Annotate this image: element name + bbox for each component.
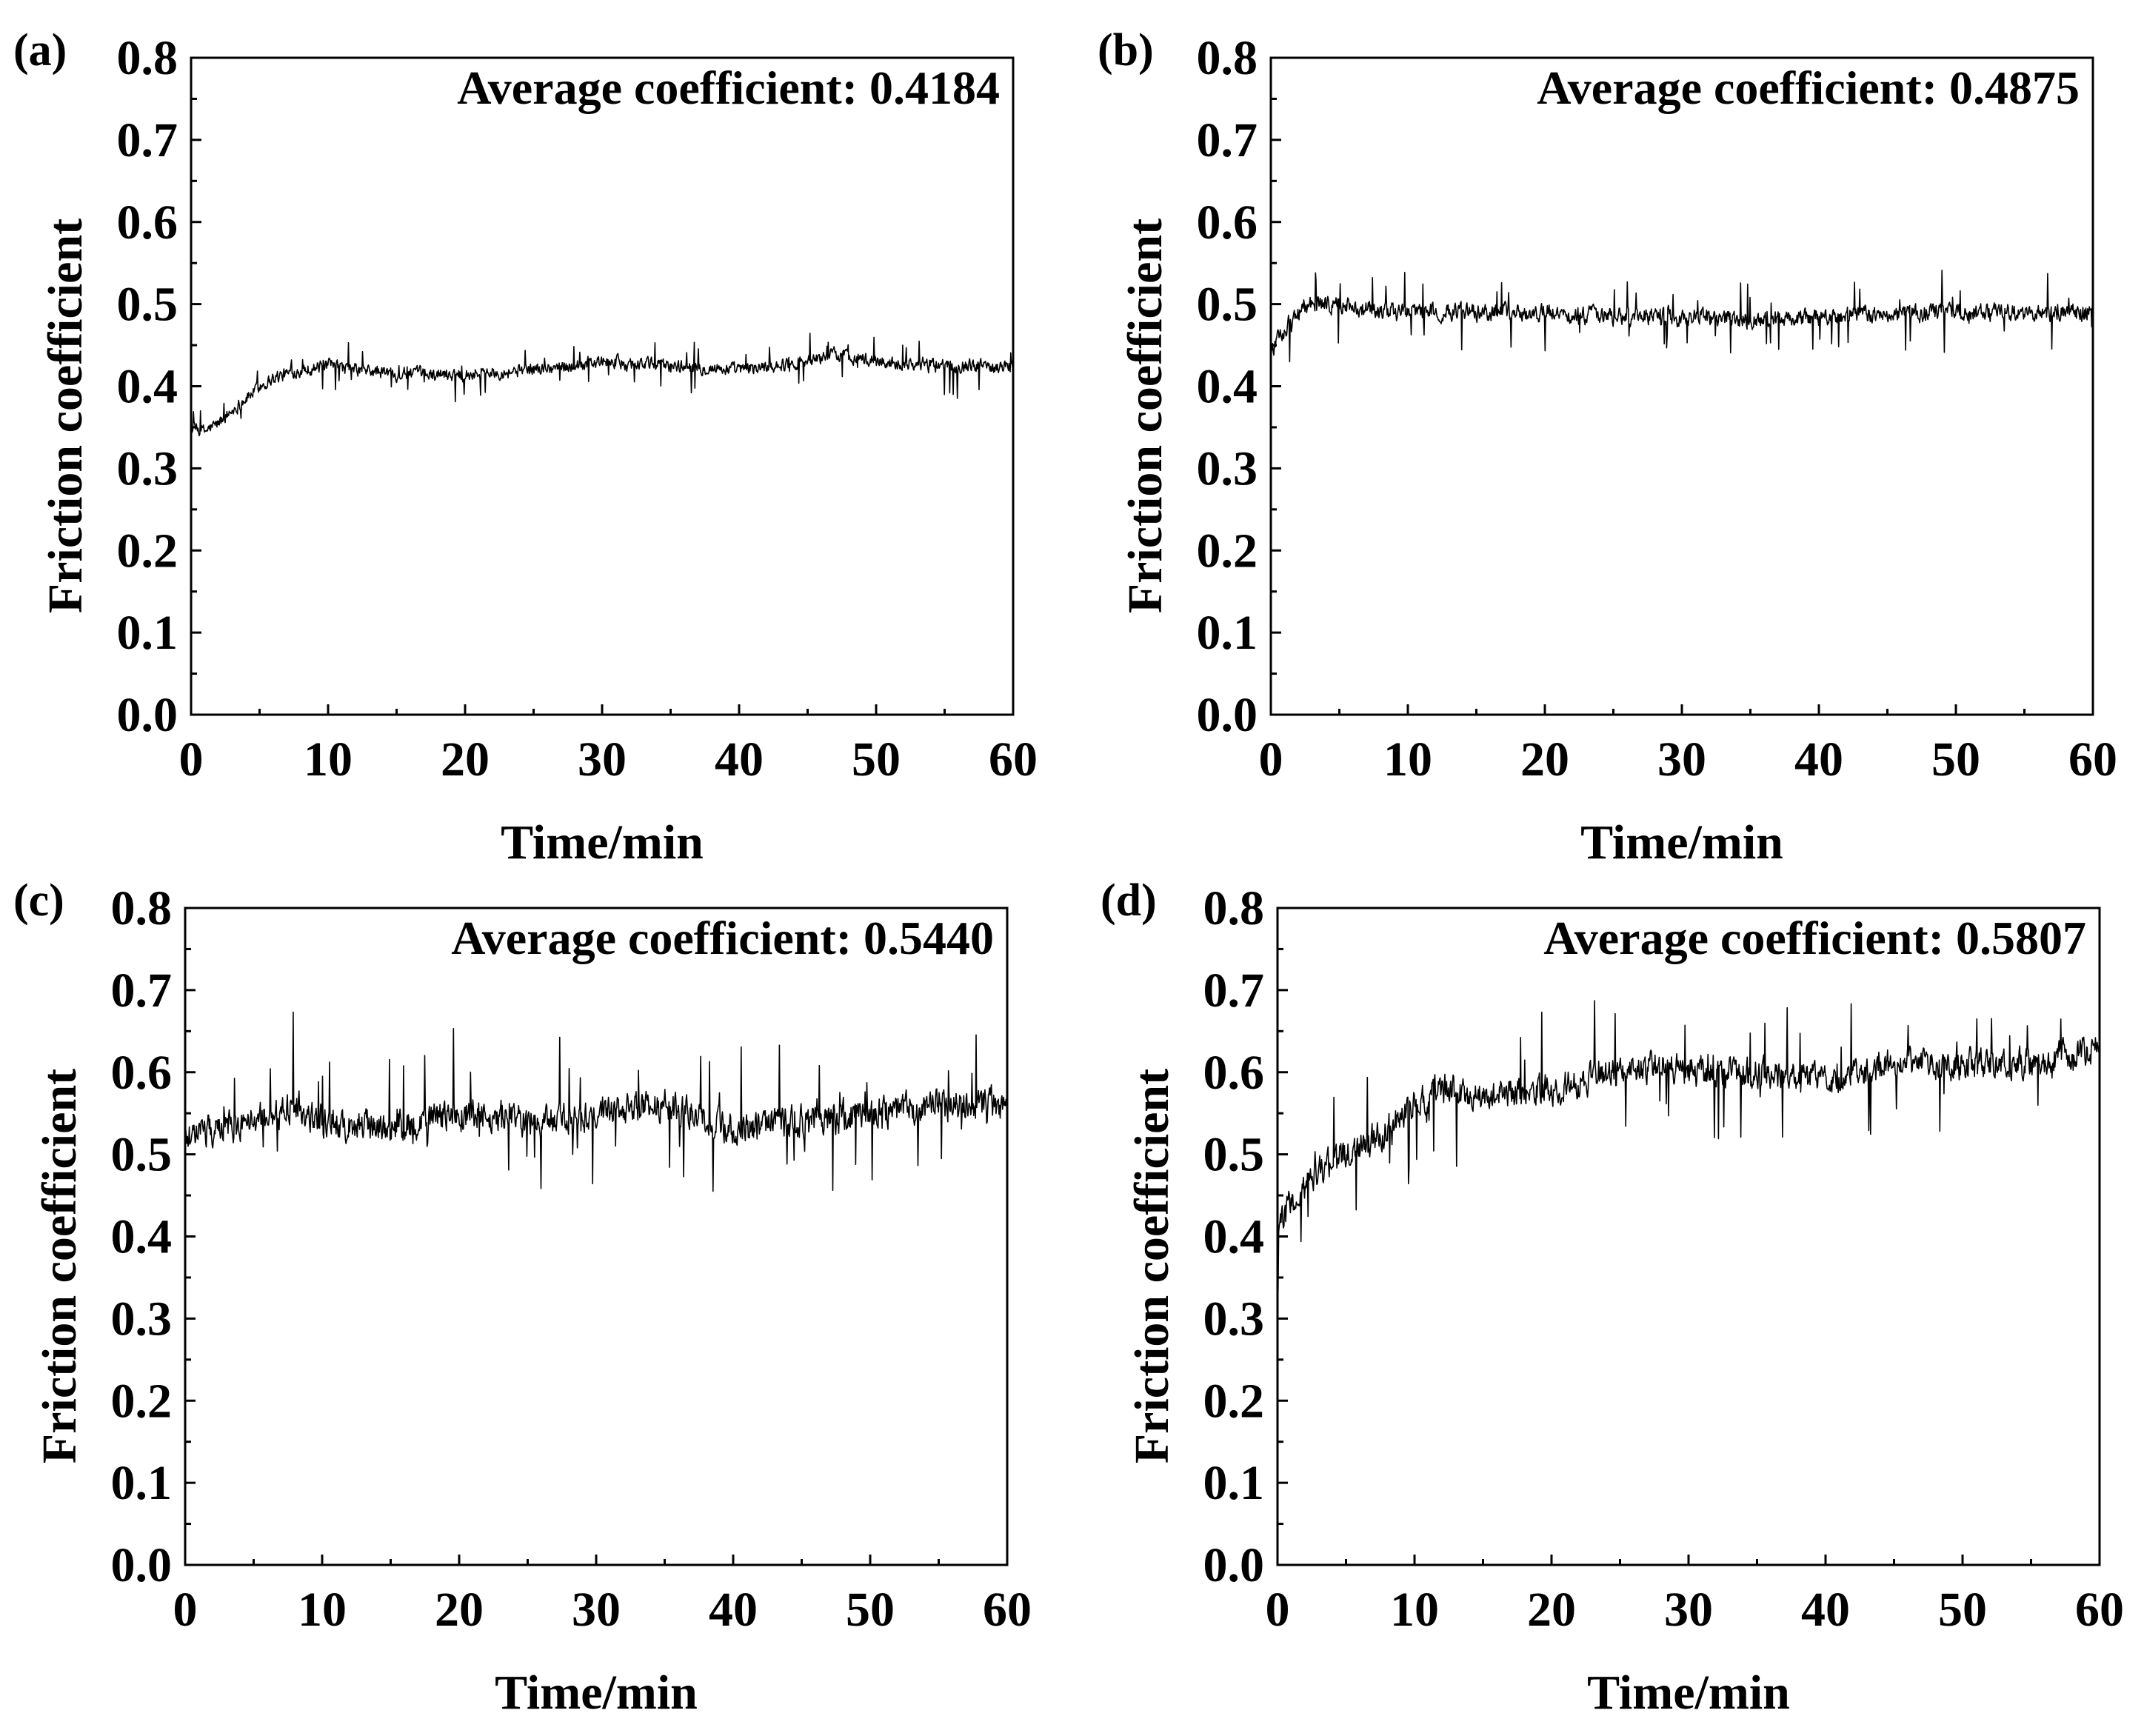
y-tick-label: 0.3 bbox=[117, 441, 178, 495]
y-tick-label: 0.6 bbox=[111, 1046, 173, 1100]
y-tick-label: 0.8 bbox=[1197, 31, 1258, 85]
y-axis-title: Friction coefficient bbox=[1118, 218, 1172, 613]
x-tick-label: 20 bbox=[1520, 732, 1569, 787]
friction-series-line bbox=[190, 333, 1014, 437]
y-tick-label: 0.7 bbox=[111, 964, 173, 1018]
y-tick-label: 0.7 bbox=[1197, 113, 1258, 167]
x-tick-label: 30 bbox=[1657, 732, 1706, 787]
x-tick-label: 20 bbox=[435, 1583, 484, 1637]
x-tick-label: 60 bbox=[983, 1583, 1032, 1637]
y-tick-label: 0.3 bbox=[1203, 1292, 1265, 1346]
y-axis-title: Friction coefficient bbox=[39, 218, 93, 613]
y-axis-title: Friction coefficient bbox=[33, 1069, 87, 1463]
y-tick-label: 0.6 bbox=[117, 196, 178, 250]
plot-frame bbox=[184, 907, 1009, 1566]
x-tick-label: 0 bbox=[173, 1583, 198, 1637]
chart-panel-d: 0 10 20 30 40 50 60 0.0 0.1 0.2 0.3 0.4 0.5 0.6 0.7 0.8… bbox=[1101, 875, 2124, 1720]
y-tick-label: 0.3 bbox=[111, 1292, 173, 1346]
x-tick-label: 10 bbox=[1390, 1583, 1439, 1637]
y-tick-label: 0.8 bbox=[1203, 881, 1265, 935]
y-tick-label: 0.2 bbox=[1203, 1374, 1265, 1428]
y-tick-label: 0.7 bbox=[1203, 964, 1265, 1018]
y-axis-title: Friction coefficient bbox=[1125, 1069, 1179, 1463]
plot-frame bbox=[1269, 56, 2094, 716]
average-coefficient-annotation: Average coefficient: 0.5807 bbox=[1543, 912, 2086, 964]
y-tick-label: 0.0 bbox=[1197, 688, 1258, 742]
panel-label: (c) bbox=[13, 875, 64, 926]
x-tick-label: 50 bbox=[1931, 732, 1980, 787]
y-tick-label: 0.8 bbox=[111, 881, 173, 935]
y-tick-label: 0.5 bbox=[111, 1128, 173, 1182]
plot-frame bbox=[1276, 907, 2101, 1566]
y-tick-label: 0.2 bbox=[117, 524, 178, 578]
y-tick-label: 0.2 bbox=[1197, 524, 1258, 578]
y-tick-label: 0.8 bbox=[117, 31, 178, 85]
x-tick-label: 20 bbox=[1527, 1583, 1576, 1637]
y-tick-label: 0.5 bbox=[1203, 1128, 1265, 1182]
friction-series-line bbox=[1270, 270, 2094, 363]
friction-series-line bbox=[184, 1011, 1008, 1192]
plot-frame bbox=[190, 56, 1015, 716]
y-tick-label: 0.4 bbox=[117, 360, 178, 414]
x-tick-label: 30 bbox=[1664, 1583, 1713, 1637]
friction-series-line bbox=[1277, 1000, 2100, 1292]
y-tick-label: 0.0 bbox=[1203, 1538, 1265, 1592]
x-tick-label: 60 bbox=[2075, 1583, 2124, 1637]
x-axis-title: Time/min bbox=[495, 1666, 698, 1720]
y-tick-label: 0.0 bbox=[117, 688, 178, 742]
x-tick-label: 10 bbox=[298, 1583, 347, 1637]
panel-label: (d) bbox=[1101, 875, 1157, 926]
y-tick-label: 0.1 bbox=[117, 606, 178, 660]
x-tick-label: 0 bbox=[1259, 732, 1283, 787]
x-tick-label: 0 bbox=[179, 732, 204, 787]
y-tick-label: 0.6 bbox=[1203, 1046, 1265, 1100]
average-coefficient-annotation: Average coefficient: 0.4184 bbox=[457, 61, 1000, 114]
x-tick-label: 20 bbox=[441, 732, 490, 787]
x-tick-label: 50 bbox=[1938, 1583, 1987, 1637]
y-tick-label: 0.6 bbox=[1197, 196, 1258, 250]
x-axis-title: Time/min bbox=[1587, 1666, 1790, 1720]
x-axis-title: Time/min bbox=[501, 815, 704, 869]
y-tick-label: 0.0 bbox=[111, 1538, 173, 1592]
x-tick-label: 40 bbox=[709, 1583, 758, 1637]
y-tick-label: 0.1 bbox=[1203, 1456, 1265, 1510]
average-coefficient-annotation: Average coefficient: 0.5440 bbox=[451, 912, 994, 964]
y-tick-label: 0.5 bbox=[1197, 278, 1258, 332]
y-tick-label: 0.4 bbox=[111, 1210, 173, 1264]
y-tick-label: 0.3 bbox=[1197, 441, 1258, 495]
x-tick-label: 60 bbox=[989, 732, 1038, 787]
x-tick-label: 40 bbox=[1801, 1583, 1850, 1637]
average-coefficient-annotation: Average coefficient: 0.4875 bbox=[1537, 61, 2080, 114]
x-tick-label: 40 bbox=[715, 732, 764, 787]
y-tick-label: 0.4 bbox=[1203, 1210, 1265, 1264]
x-tick-label: 30 bbox=[578, 732, 627, 787]
y-tick-label: 0.7 bbox=[117, 113, 178, 167]
x-axis-title: Time/min bbox=[1580, 815, 1783, 869]
x-tick-label: 50 bbox=[846, 1583, 895, 1637]
y-tick-label: 0.4 bbox=[1197, 360, 1258, 414]
x-tick-label: 10 bbox=[304, 732, 353, 787]
chart-panel-b: 0 10 20 30 40 50 60 0.0 0.1 0.2 0.3 0.4 0.5 0.6 0.7 0.8… bbox=[1098, 25, 2117, 869]
x-tick-label: 10 bbox=[1383, 732, 1432, 787]
panel-label: (b) bbox=[1098, 25, 1154, 76]
y-tick-label: 0.1 bbox=[1197, 606, 1258, 660]
x-tick-label: 60 bbox=[2068, 732, 2117, 787]
x-tick-label: 0 bbox=[1266, 1583, 1290, 1637]
y-tick-label: 0.5 bbox=[117, 278, 178, 332]
x-tick-label: 30 bbox=[572, 1583, 621, 1637]
y-tick-label: 0.1 bbox=[111, 1456, 173, 1510]
chart-panel-c: 0 10 20 30 40 50 60 0.0 0.1 0.2 0.3 0.4 0.5 0.6 0.7 0.8… bbox=[13, 875, 1032, 1720]
y-tick-label: 0.2 bbox=[111, 1374, 173, 1428]
chart-panel-a: 0 10 20 30 40 50 60 0.0 0.1 0.2 0.3 0.4 0.5 0.6 0.7 0.8… bbox=[13, 25, 1038, 869]
x-tick-label: 40 bbox=[1794, 732, 1843, 787]
panel-label: (a) bbox=[13, 25, 67, 76]
x-tick-label: 50 bbox=[852, 732, 901, 787]
